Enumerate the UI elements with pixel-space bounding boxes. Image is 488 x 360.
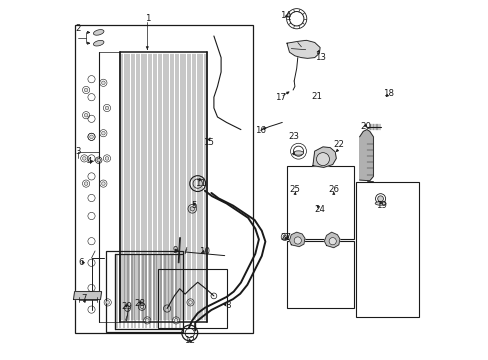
Text: 22: 22 bbox=[333, 140, 344, 149]
Circle shape bbox=[377, 196, 383, 202]
Text: 4: 4 bbox=[86, 157, 92, 166]
Ellipse shape bbox=[93, 40, 104, 46]
Text: 27: 27 bbox=[280, 233, 291, 242]
Bar bbox=[75, 25, 252, 333]
Circle shape bbox=[294, 237, 301, 244]
Text: 26: 26 bbox=[327, 185, 339, 194]
Text: 1: 1 bbox=[144, 14, 150, 23]
Text: 12: 12 bbox=[184, 336, 195, 345]
Text: 6: 6 bbox=[78, 258, 83, 267]
Text: 13: 13 bbox=[314, 53, 325, 62]
Circle shape bbox=[174, 319, 178, 322]
Text: 24: 24 bbox=[314, 205, 325, 214]
Circle shape bbox=[102, 131, 105, 135]
Polygon shape bbox=[73, 292, 102, 300]
Circle shape bbox=[102, 182, 105, 185]
Ellipse shape bbox=[93, 30, 104, 35]
Bar bbox=[355, 182, 418, 317]
Circle shape bbox=[106, 301, 109, 304]
Bar bbox=[158, 269, 226, 328]
Text: 14: 14 bbox=[280, 11, 291, 20]
Bar bbox=[286, 241, 353, 308]
Polygon shape bbox=[286, 40, 320, 58]
Circle shape bbox=[188, 301, 192, 304]
Text: 10: 10 bbox=[198, 248, 209, 256]
Polygon shape bbox=[324, 232, 339, 248]
Circle shape bbox=[283, 235, 286, 239]
Text: 9: 9 bbox=[172, 246, 178, 255]
Text: 17: 17 bbox=[274, 93, 285, 102]
Polygon shape bbox=[312, 147, 336, 167]
Text: 2: 2 bbox=[75, 24, 81, 33]
Text: 18: 18 bbox=[382, 89, 393, 98]
Circle shape bbox=[316, 153, 329, 166]
Circle shape bbox=[145, 319, 149, 322]
Circle shape bbox=[140, 305, 143, 309]
Text: 28: 28 bbox=[134, 299, 145, 307]
Text: 8: 8 bbox=[225, 302, 230, 310]
Text: 21: 21 bbox=[310, 92, 321, 101]
Circle shape bbox=[84, 113, 88, 117]
Text: 15: 15 bbox=[203, 138, 214, 147]
Text: 23: 23 bbox=[288, 132, 299, 141]
Circle shape bbox=[97, 158, 101, 162]
Text: 16: 16 bbox=[255, 126, 265, 135]
Text: 3: 3 bbox=[75, 147, 81, 156]
Text: 11: 11 bbox=[195, 179, 205, 188]
Circle shape bbox=[102, 81, 105, 85]
Circle shape bbox=[105, 157, 108, 160]
Circle shape bbox=[89, 135, 93, 139]
Circle shape bbox=[105, 106, 108, 110]
Text: 5: 5 bbox=[191, 201, 197, 210]
Polygon shape bbox=[289, 232, 305, 247]
Circle shape bbox=[84, 182, 88, 185]
Text: 29: 29 bbox=[121, 302, 132, 311]
Text: 7: 7 bbox=[81, 294, 87, 303]
Text: 20: 20 bbox=[360, 122, 371, 131]
Polygon shape bbox=[359, 130, 373, 181]
Text: 19: 19 bbox=[375, 201, 386, 210]
Circle shape bbox=[328, 238, 336, 245]
Circle shape bbox=[84, 88, 88, 92]
Text: 25: 25 bbox=[289, 185, 300, 194]
Ellipse shape bbox=[293, 151, 303, 155]
Circle shape bbox=[82, 157, 86, 160]
Ellipse shape bbox=[374, 202, 385, 205]
Bar bbox=[286, 166, 353, 239]
Bar bbox=[106, 251, 183, 332]
Circle shape bbox=[190, 207, 194, 211]
